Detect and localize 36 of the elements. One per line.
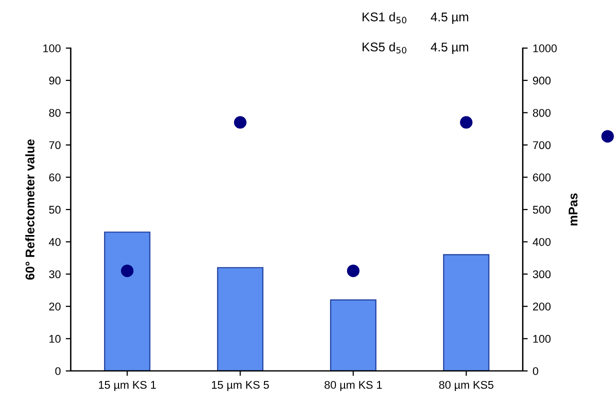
text: KS1 d$_{50}$	[362, 12, 406, 24]
y2-tick-label: 900	[532, 76, 551, 85]
y2-tick-label: 200	[533, 302, 551, 310]
y-axis-title: 60° Reflectometer value	[25, 139, 34, 280]
y-tick-label: 100	[43, 44, 61, 52]
y-tick-label: 90	[49, 76, 61, 85]
x-tick-label: 15 µm KS 1	[98, 380, 156, 392]
y2-axis-title: mPas	[568, 193, 578, 226]
bar	[104, 232, 150, 371]
text: 4.5 µm	[430, 12, 468, 24]
y2-tick-label: 800	[532, 108, 551, 117]
y-tick-label: 80	[49, 108, 61, 117]
bar	[330, 299, 376, 371]
bar	[217, 267, 264, 371]
y-tick-label: 10	[49, 334, 61, 343]
y2-tick-label: 100	[533, 334, 551, 343]
y-tick-label: 20	[49, 302, 61, 310]
y2-tick-label: 400	[532, 238, 551, 246]
y2-tick-label: 600	[533, 174, 551, 182]
y-tick-label: 30	[49, 270, 61, 278]
y2-tick-label: 700	[533, 141, 551, 150]
x-tick-label: 80 µm KS5	[439, 380, 494, 392]
y2-tick-label: 1000	[533, 44, 557, 52]
bar	[443, 254, 490, 371]
y-tick-label: 0	[55, 367, 61, 376]
annotation: 4.5 µm	[430, 42, 468, 54]
y-tick-label: 70	[49, 141, 61, 150]
x-tick-label: 80 µm KS 1	[324, 380, 382, 392]
annotation: KS5 d$_{50}$	[362, 42, 406, 54]
y2-tick-label: 300	[532, 270, 551, 278]
y2-tick-label: 500	[532, 206, 551, 214]
y-tick-label: 40	[48, 238, 61, 246]
x-tick-label: 15 µm KS 5	[212, 380, 269, 392]
y2-tick-label: 0	[532, 367, 538, 376]
y-tick-label: 50	[49, 206, 61, 214]
y-tick-label: 60	[49, 174, 61, 182]
